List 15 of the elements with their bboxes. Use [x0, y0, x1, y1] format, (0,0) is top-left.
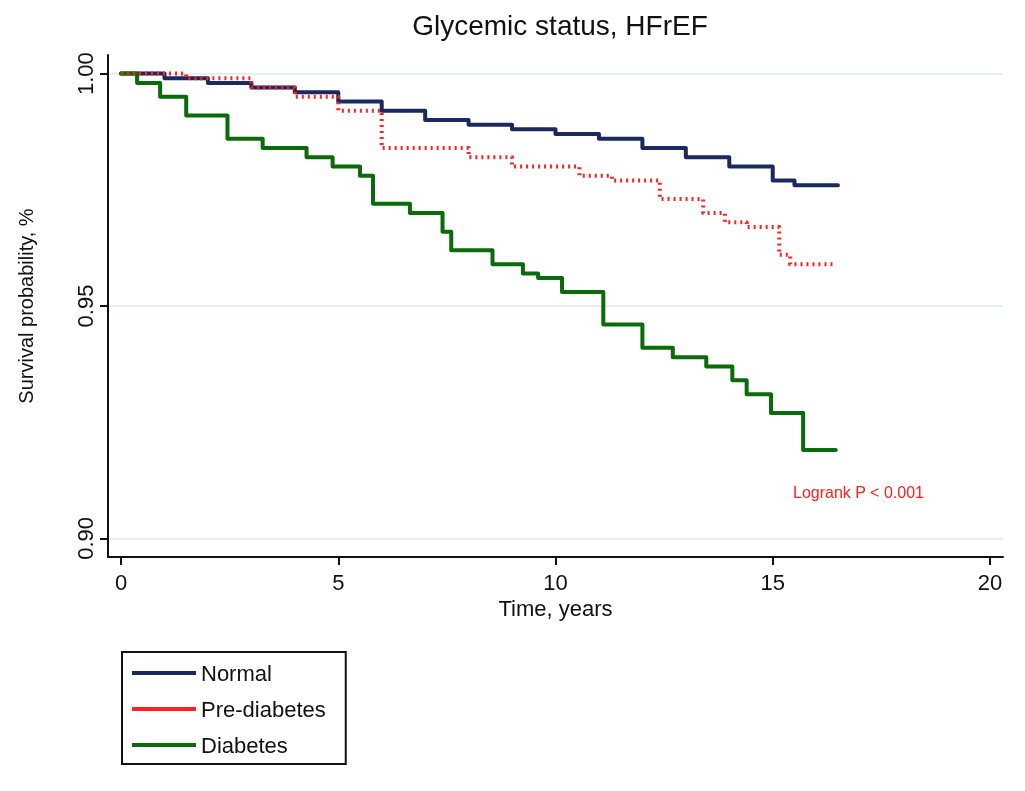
chart-title: Glycemic status, HFrEF: [412, 9, 708, 41]
y-axis-title: Survival probability, %: [15, 208, 37, 404]
x-tick-label: 20: [977, 569, 1003, 595]
legend-label: Diabetes: [201, 732, 288, 758]
x-tick-label: 15: [760, 569, 785, 595]
legend-label: Normal: [201, 660, 272, 686]
x-tick-label: 5: [332, 569, 345, 595]
y-tick-label: 0.90: [72, 516, 98, 560]
x-tick-label: 10: [543, 569, 568, 595]
x-tick-label: 0: [114, 569, 128, 595]
annotation: Logrank P < 0.001: [793, 483, 925, 501]
y-tick-label: 0.95: [72, 284, 98, 328]
x-axis-title: Time, years: [498, 596, 613, 622]
legend-label: Pre-diabetes: [201, 696, 326, 722]
y-tick-label: 1.00: [72, 52, 98, 96]
